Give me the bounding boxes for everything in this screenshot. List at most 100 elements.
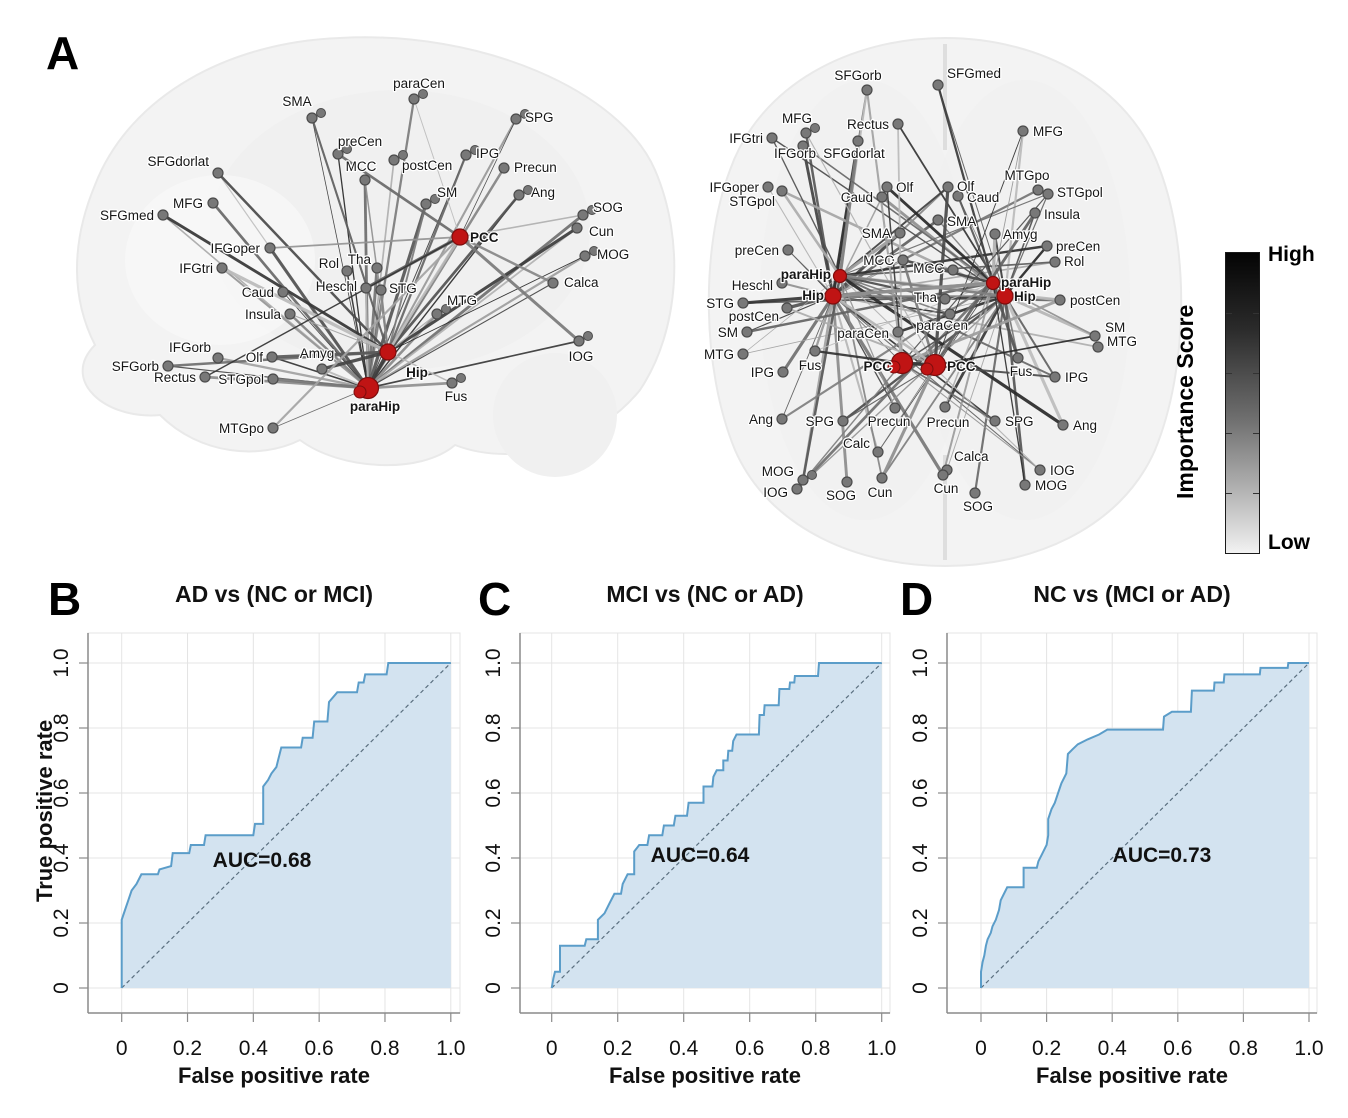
brain-node <box>371 262 383 274</box>
x-tick-label: 0.8 <box>370 1037 399 1060</box>
connectivity-edge <box>942 282 994 476</box>
brain-node <box>583 331 593 341</box>
connectivity-edge <box>814 282 994 352</box>
brain-node <box>737 297 749 309</box>
brain-node <box>587 205 597 215</box>
x-axis-title-c: False positive rate <box>609 1063 801 1088</box>
brain-node <box>510 113 522 125</box>
connectivity-edge <box>814 349 903 365</box>
x-tick-label: 0 <box>546 1037 558 1060</box>
brain-node-label: SM <box>1105 320 1125 335</box>
y-tick-label: 0.8 <box>482 713 505 742</box>
connectivity-edge <box>838 140 860 277</box>
brain-node <box>418 89 428 99</box>
brain-node <box>892 326 904 338</box>
connectivity-edge <box>337 153 369 389</box>
connectivity-edge <box>865 89 904 364</box>
brain-node <box>872 446 884 458</box>
brain-node <box>1034 464 1046 476</box>
x-tick-label: 0.8 <box>801 1037 830 1060</box>
brain-node <box>807 470 817 480</box>
sagittal-connectivity-graph: SMA paraCen SFGdorlat MFG SFGmed IFGoper IFGtr… <box>99 75 631 438</box>
connectivity-edge <box>839 275 883 479</box>
brain-node <box>316 108 326 118</box>
brain-node-label: paraHip <box>350 399 400 414</box>
brain-node <box>359 174 371 186</box>
roc-plot-b: 0 0.2 0.4 0.6 0.8 1.0 0 0.2 0.4 0.6 0.8 1.0 AUC=0.68 <box>50 632 465 1060</box>
axes <box>511 633 890 1022</box>
brain-node-label: Hip <box>1014 289 1036 304</box>
brain-node-label: MOG <box>762 464 794 479</box>
brain-node-label: MFG <box>173 196 203 211</box>
connectivity-edge <box>289 313 389 353</box>
roc-curve <box>980 662 1309 988</box>
y-tick-label: 0.6 <box>482 778 505 807</box>
brain-node <box>341 265 353 277</box>
connectivity-edge <box>832 281 994 298</box>
x-tick-label: 0.2 <box>173 1037 202 1060</box>
brain-node <box>547 277 559 289</box>
brain-hub-node <box>379 343 397 361</box>
brain-node-label: postCen <box>1070 293 1120 308</box>
connectivity-edge <box>367 381 453 390</box>
x-tick-label: 0.4 <box>669 1037 699 1060</box>
panel-d-letter: D <box>900 573 934 625</box>
connectivity-edge <box>936 84 995 284</box>
brain-node <box>897 254 909 266</box>
brain-node <box>894 227 906 239</box>
connectivity-edge <box>386 194 521 353</box>
brain-node <box>939 401 951 413</box>
connectivity-edge <box>367 282 554 389</box>
y-tick-label: 0.4 <box>909 843 932 873</box>
brain-node-label: SFGdorlat <box>823 146 885 161</box>
brain-node <box>1029 207 1041 219</box>
connectivity-edge <box>1003 130 1025 297</box>
brain-node <box>876 191 888 203</box>
connectivity-edge <box>311 117 389 353</box>
brain-node-label: STGpol <box>1057 185 1103 200</box>
brain-node <box>989 228 1001 240</box>
connectivity-edge <box>337 152 461 239</box>
roc-curve <box>550 662 882 989</box>
connectivity-edge <box>746 281 994 334</box>
brain-node <box>810 123 820 133</box>
brain-node <box>892 118 904 130</box>
connectivity-edge <box>386 236 462 353</box>
connectivity-edge <box>387 351 453 384</box>
connectivity-edge <box>272 387 369 429</box>
connectivity-edge <box>886 185 994 285</box>
connectivity-edge <box>805 132 936 366</box>
brain-node <box>520 109 530 119</box>
brain-node-label: Olf <box>896 180 914 195</box>
connectivity-edge <box>387 313 438 353</box>
brain-node-label: Olf <box>246 350 264 365</box>
brain-hub-node <box>887 360 901 374</box>
brain-node <box>216 262 228 274</box>
connectivity-edge <box>387 255 586 353</box>
brain-node-label: postCen <box>729 309 779 324</box>
connectivity-edge <box>801 275 842 481</box>
brain-hub-node <box>832 268 848 284</box>
brain-node-label: Heschl <box>732 278 773 293</box>
y-tick-label: 1.0 <box>482 648 505 677</box>
brain-node-label: IFGoper <box>210 241 260 256</box>
brain-node-label: Fus <box>1010 364 1033 379</box>
brain-node <box>446 377 458 389</box>
connectivity-edge <box>801 145 835 297</box>
brain-node <box>342 144 352 154</box>
brain-node-label: SFGorb <box>112 359 159 374</box>
connectivity-edge <box>780 190 842 277</box>
brain-node-label: MTG <box>447 293 477 308</box>
importance-colorbar <box>1225 252 1260 554</box>
connectivity-edge <box>282 291 369 389</box>
brain-hub-node <box>353 385 367 399</box>
auc-annotation: AUC=0.73 <box>1113 844 1212 867</box>
brain-node-label: Tha <box>348 252 372 267</box>
brain-node-labels: SMA paraCen SFGdorlat MFG SFGmed IFGoper IFGtr… <box>99 75 631 438</box>
brain-node <box>431 308 443 320</box>
x-tick-label: 0.2 <box>603 1037 632 1060</box>
chance-diagonal <box>121 662 452 989</box>
connectivity-edge <box>271 350 389 359</box>
brain-node-label: PCC <box>947 359 976 374</box>
colorbar-low-label: Low <box>1268 531 1310 554</box>
